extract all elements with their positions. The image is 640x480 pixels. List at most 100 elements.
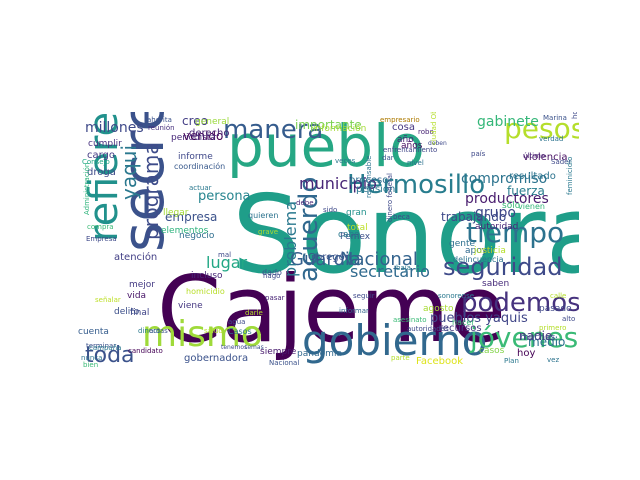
word: Sader: [551, 158, 572, 166]
word: asesinato: [393, 316, 427, 324]
word: homicidio: [186, 287, 225, 296]
word: derecho: [189, 128, 230, 139]
word: reunión: [148, 124, 175, 132]
word: pasar: [265, 294, 285, 302]
word: darle: [245, 309, 263, 317]
word: gobernadora: [184, 353, 249, 364]
word: hombre: [571, 112, 579, 119]
word: pueblos yaquis: [430, 311, 528, 326]
word: información: [313, 124, 367, 134]
word: Obregón: [308, 252, 352, 263]
word: Sonora: [232, 173, 579, 298]
word: millones: [85, 120, 144, 136]
word: jóvenes: [470, 321, 579, 354]
word: periodista: [171, 133, 216, 143]
word: temas: [245, 344, 264, 351]
word: parte: [391, 354, 410, 362]
word: Hermosillo: [347, 170, 486, 200]
word: vez: [547, 356, 560, 364]
word: pasado: [539, 304, 572, 314]
word: mismo: [142, 314, 263, 355]
word: Cajeme: [157, 256, 506, 363]
word: Consejo: [82, 158, 110, 166]
word: saben: [482, 279, 510, 289]
word: pandemia: [297, 349, 342, 359]
word: grave: [258, 228, 279, 236]
word: incluso: [191, 271, 223, 281]
word: autoridades: [407, 325, 449, 333]
word: pueblo: [227, 112, 425, 180]
word: empresario: [380, 116, 420, 124]
word: empresa: [165, 210, 218, 224]
word: podemos: [461, 288, 579, 318]
word: pesos: [504, 112, 579, 145]
word: nadie: [519, 329, 553, 343]
word: violencia: [523, 152, 568, 163]
word: resultado: [509, 171, 556, 182]
word: atención: [114, 252, 158, 263]
word: años: [401, 141, 423, 151]
word: pensión: [356, 184, 396, 195]
word: Guardia: [290, 249, 361, 270]
word: debe: [296, 199, 314, 207]
word: agosto: [423, 304, 454, 314]
word: alto: [562, 315, 576, 323]
word: robo: [418, 128, 434, 136]
word: negocio: [179, 231, 215, 241]
word: compra: [87, 223, 114, 231]
word: primero: [539, 324, 567, 332]
word: actuar: [189, 184, 212, 192]
word: Plan: [504, 357, 519, 365]
word: mal: [218, 251, 232, 259]
word: tiempo: [466, 216, 565, 249]
word: quieren: [248, 211, 279, 220]
word: hacer: [452, 318, 475, 327]
word: Facebook: [416, 356, 463, 367]
word: dar: [382, 154, 394, 162]
word: lugar: [206, 253, 248, 272]
word: dinero: [138, 327, 161, 335]
word: siempre: [260, 347, 297, 357]
word: hoy: [517, 348, 536, 359]
word: programa: [139, 142, 163, 240]
word: municipio: [299, 174, 377, 193]
word: dinero federal: [386, 173, 394, 222]
word: hago: [263, 272, 281, 280]
word: sido: [323, 206, 338, 214]
word: seguir: [353, 292, 375, 300]
word: responsable: [365, 155, 373, 198]
word: bien: [83, 361, 99, 369]
word: último: [523, 152, 546, 160]
word: final: [130, 308, 150, 318]
word: delito: [114, 307, 140, 317]
word: gabinete: [477, 114, 539, 130]
word: campaña: [89, 344, 122, 352]
word: calle: [550, 292, 567, 300]
word: muchas: [520, 333, 556, 343]
word: general: [195, 117, 230, 127]
word: sólo: [502, 201, 521, 211]
word: coordinación: [174, 162, 226, 171]
word: verdad: [539, 135, 564, 143]
word: compromiso: [461, 171, 548, 187]
word: nivel: [407, 159, 424, 167]
word: gran: [346, 208, 367, 218]
word: manera: [223, 115, 324, 145]
word: terminar: [86, 342, 117, 350]
word: gente: [449, 239, 476, 249]
word: actas: [149, 327, 168, 335]
word: justicia: [474, 246, 506, 256]
word: delincuencia: [453, 255, 504, 264]
word: deben: [428, 140, 447, 147]
word: candidato: [128, 347, 163, 355]
word: autoridad: [475, 222, 519, 232]
word: elementos: [161, 226, 209, 236]
word: salud: [204, 327, 223, 335]
word: cuenta: [78, 327, 109, 337]
word: cargo: [87, 150, 116, 161]
word: mejor: [129, 280, 156, 290]
word: Administración: [83, 162, 91, 215]
word: yaqui: [117, 144, 141, 200]
word: vienen: [518, 202, 545, 211]
word: ciudad Obregón: [430, 112, 438, 145]
